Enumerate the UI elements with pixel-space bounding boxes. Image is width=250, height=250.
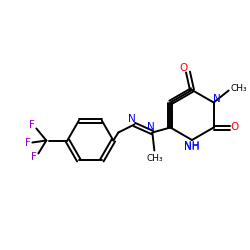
Text: N: N [128,114,136,124]
Text: F: F [30,120,35,130]
Text: NH: NH [184,141,200,151]
Text: F: F [26,138,31,147]
Text: N: N [213,94,220,104]
Text: NH: NH [184,142,200,152]
Text: CH₃: CH₃ [146,154,163,163]
Text: N: N [148,122,155,132]
Text: O: O [179,63,187,73]
Text: O: O [230,122,239,132]
Text: F: F [32,152,37,162]
Text: CH₃: CH₃ [230,84,247,93]
